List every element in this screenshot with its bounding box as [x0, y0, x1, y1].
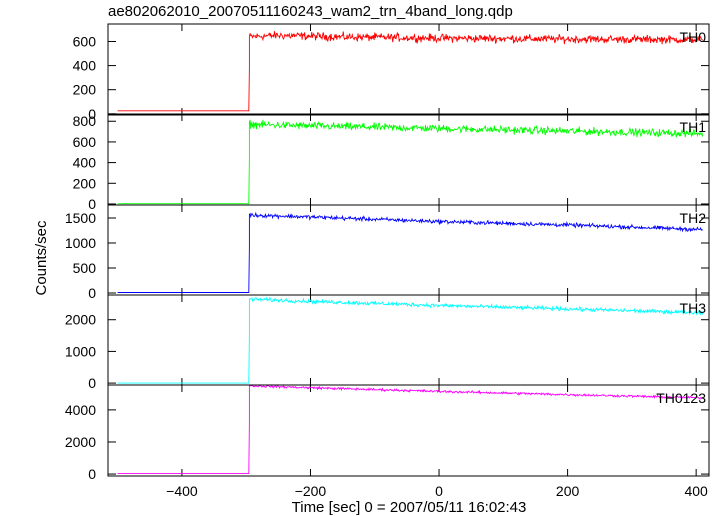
series-label-th0: TH0 — [680, 29, 707, 45]
panel-frame — [107, 294, 710, 386]
y-tick-label: 600 — [73, 134, 97, 150]
x-axis-label: Time [sec] 0 = 2007/05/11 16:02:43 — [292, 499, 527, 516]
y-tick-label: 1000 — [65, 343, 96, 359]
y-tick-label: 800 — [73, 113, 97, 129]
y-tick-label: 400 — [73, 58, 97, 74]
series-line-th2 — [117, 211, 703, 293]
series-line-th0 — [117, 31, 703, 112]
panel-th1: 0 200 400 600 800 TH1 — [73, 113, 710, 212]
y-tick-label: 400 — [73, 155, 97, 171]
x-tick-label: 400 — [684, 483, 708, 499]
panels-group: 0 200 400 600 TH0 0 200 400 600 800 TH1 0 500 1000 150… — [65, 23, 710, 499]
series-label-th2: TH2 — [680, 210, 707, 226]
y-tick-label: 0 — [88, 375, 96, 391]
panel-th0123: 0 2000 4000 TH0123 — [65, 384, 710, 482]
y-tick-label: 1500 — [65, 210, 96, 226]
y-tick-label: 200 — [73, 82, 97, 98]
y-tick-label: 0 — [88, 196, 96, 212]
y-tick-label: 0 — [88, 466, 96, 482]
x-tick-label: −400 — [166, 483, 198, 499]
y-tick-label: 4000 — [65, 402, 96, 418]
chart-title: ae802062010_20070511160243_wam2_trn_4ban… — [108, 3, 513, 20]
panel-th3: 0 1000 2000 TH3 — [65, 294, 710, 391]
y-tick-label: 2000 — [65, 312, 96, 328]
panel-th0: 0 200 400 600 TH0 — [73, 23, 710, 122]
panel-frame — [107, 204, 710, 296]
y-tick-label: 0 — [88, 106, 96, 122]
y-axis-label: Counts/sec — [33, 220, 50, 296]
x-tick-label: 0 — [435, 483, 443, 499]
series-label-th3: TH3 — [680, 300, 707, 316]
y-tick-label: 600 — [73, 33, 97, 49]
panel-th2: 0 500 1000 1500 TH2 — [65, 204, 710, 301]
series-line-th1 — [117, 119, 704, 205]
y-tick-label: 200 — [73, 175, 97, 191]
series-label-th0123: TH0123 — [656, 390, 706, 406]
series-label-th1: TH1 — [680, 119, 707, 135]
panel-frame — [107, 23, 710, 116]
panel-frame — [107, 113, 710, 206]
x-tick-label: −200 — [295, 483, 327, 499]
y-tick-label: 2000 — [65, 434, 96, 450]
series-line-th3 — [117, 296, 704, 384]
y-tick-label: 1000 — [65, 235, 96, 251]
panel-frame — [107, 384, 710, 477]
x-tick-label: 200 — [556, 483, 580, 499]
series-line-th0123 — [117, 384, 703, 475]
y-tick-label: 0 — [88, 285, 96, 301]
y-tick-label: 500 — [73, 260, 97, 276]
